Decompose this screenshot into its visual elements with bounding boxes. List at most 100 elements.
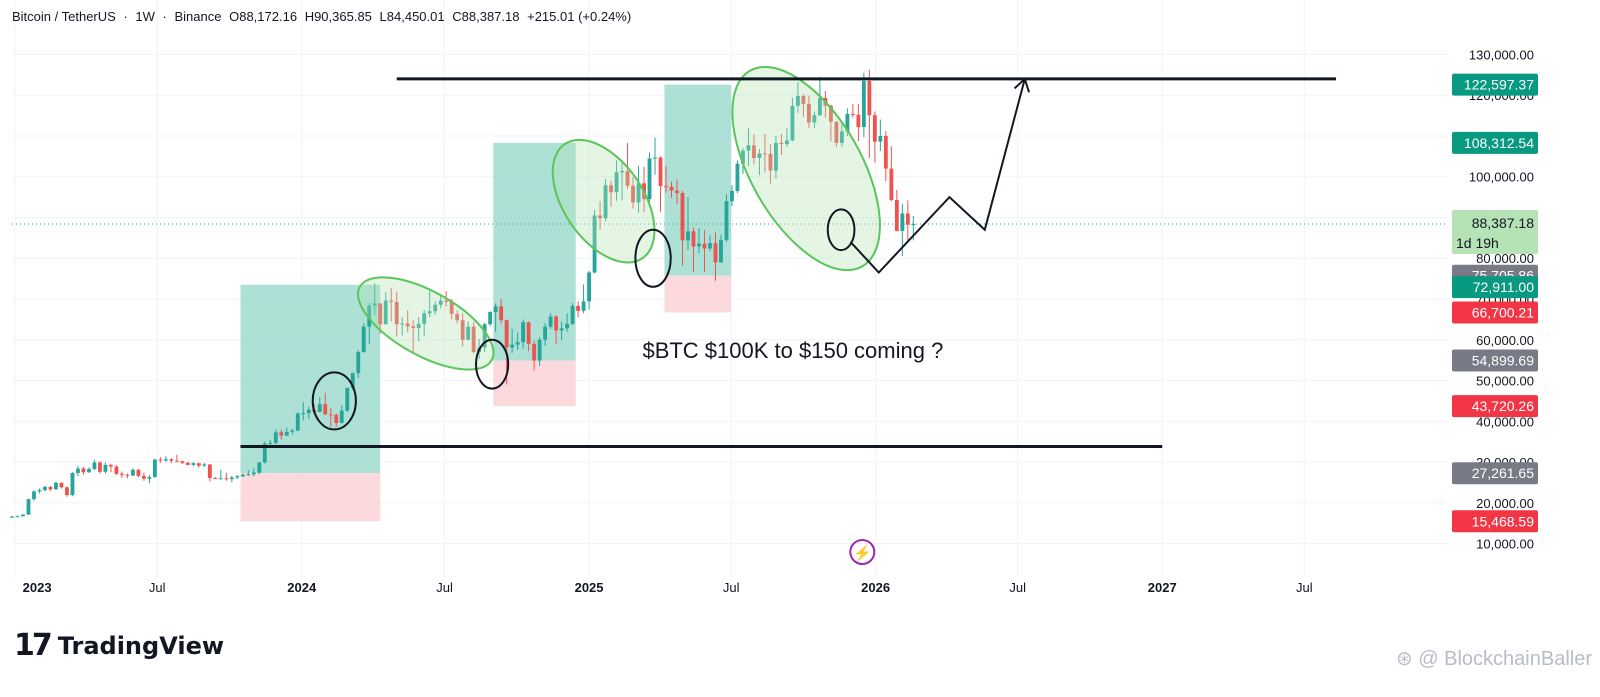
candle-body	[284, 431, 289, 436]
candle-body	[257, 462, 262, 473]
candle-body	[48, 486, 53, 490]
close-value: C88,387.18	[452, 9, 520, 24]
lightning-icon-ring	[849, 539, 876, 565]
stop-loss-zone	[664, 275, 732, 313]
candle-body	[246, 474, 251, 476]
candle-body	[713, 243, 718, 263]
candle-body	[10, 516, 14, 518]
candle-body	[21, 514, 25, 517]
candle-body	[488, 312, 493, 325]
candle-body	[664, 186, 668, 188]
candle-body	[702, 243, 707, 249]
candle-body	[592, 215, 597, 273]
candle-body	[163, 459, 168, 461]
candle-body	[719, 239, 723, 263]
candle-body	[521, 322, 526, 343]
candle-body	[158, 459, 163, 461]
candle-body	[806, 103, 811, 123]
candle-body	[554, 316, 559, 331]
candle-body	[125, 474, 130, 476]
candle-body	[444, 300, 449, 302]
candle-body	[26, 499, 31, 515]
candle-body	[526, 322, 531, 344]
candle-body	[515, 342, 520, 345]
candle-body	[812, 115, 817, 123]
candle-body	[460, 320, 465, 340]
candle-body	[15, 516, 20, 518]
candle-body	[746, 145, 751, 151]
candle-body	[70, 473, 75, 496]
x-axis-tick-label: Jul	[149, 580, 166, 595]
candle-body	[367, 305, 372, 327]
candle-body	[301, 413, 306, 415]
author-watermark: ⊛ @ BlockchainBaller	[1395, 648, 1592, 670]
candle-body	[614, 172, 619, 193]
candle-body	[455, 314, 460, 321]
price-label-text: 108,312.54	[1464, 135, 1534, 151]
candle-body	[235, 476, 240, 478]
x-axis-tick-label: 2025	[575, 580, 604, 595]
price-label-tag	[1452, 462, 1538, 485]
y-axis-tick-label: 20,000.00	[1476, 496, 1534, 511]
projection-path	[849, 78, 1026, 274]
candle-body	[620, 171, 624, 173]
candle-body	[273, 432, 278, 443]
last-price-value: 88,387.18	[1472, 215, 1534, 231]
candle-body	[32, 491, 36, 500]
position-zones	[240, 84, 732, 522]
candle-body	[389, 300, 394, 302]
tradingview-logo[interactable]: 17 TradingView	[14, 628, 224, 663]
candle-body	[394, 301, 399, 325]
candle-body	[356, 351, 361, 374]
candle-body	[471, 326, 476, 352]
candle-body	[537, 339, 542, 361]
projection-arrowhead	[1013, 77, 1030, 93]
candle-body	[290, 430, 295, 432]
price-label-text: 66,700.21	[1472, 304, 1534, 320]
candle-body	[306, 409, 311, 414]
x-axis-tick-label: 2026	[861, 580, 890, 595]
candle-body	[878, 135, 883, 142]
price-label-text: 72,911.00	[1473, 279, 1534, 295]
candle-body	[784, 140, 789, 145]
candle-body	[361, 326, 366, 352]
candle-body	[861, 80, 866, 128]
candle-body	[109, 464, 113, 467]
price-label-text: 43,720.26	[1472, 398, 1534, 414]
trend-ellipse	[731, 65, 881, 272]
profit-zone	[240, 284, 381, 474]
candle-body	[834, 121, 839, 143]
candle-body	[708, 243, 712, 249]
candle-body	[576, 305, 581, 311]
trend-ellipse	[551, 138, 656, 264]
y-axis-tick-label: 100,000.00	[1469, 170, 1534, 185]
candle-body	[180, 461, 185, 463]
x-axis: 2023 Jul 2024 Jul 2025 Jul 2026 Jul 2027 Jul	[23, 580, 1313, 595]
candle-body	[697, 243, 701, 247]
price-label-tag	[1452, 510, 1538, 533]
candle-body	[493, 306, 498, 313]
exchange-label: Binance	[174, 9, 222, 24]
candle-body	[735, 163, 740, 191]
candle-body	[587, 272, 591, 302]
stop-loss-zone	[240, 473, 381, 522]
candle-body	[169, 459, 174, 461]
candle-body	[328, 414, 333, 416]
candle-body	[768, 153, 773, 171]
candle-body	[224, 478, 229, 480]
candle-body	[625, 171, 630, 186]
candle-body	[213, 477, 218, 479]
candle-body	[669, 186, 674, 191]
candle-body	[229, 477, 234, 480]
y-axis-tick-label: 50,000.00	[1476, 374, 1534, 389]
candle-body	[752, 145, 756, 158]
price-labels: 122,597.37108,312.5475,705.8672,911.0066…	[1452, 73, 1538, 533]
candle-body	[653, 157, 657, 159]
lightning-icon: ⚡	[849, 539, 876, 565]
candle-body	[59, 482, 64, 488]
candle-body	[872, 115, 877, 142]
candle-body	[207, 464, 212, 478]
candle-body	[411, 326, 416, 328]
candle-body	[757, 153, 762, 158]
